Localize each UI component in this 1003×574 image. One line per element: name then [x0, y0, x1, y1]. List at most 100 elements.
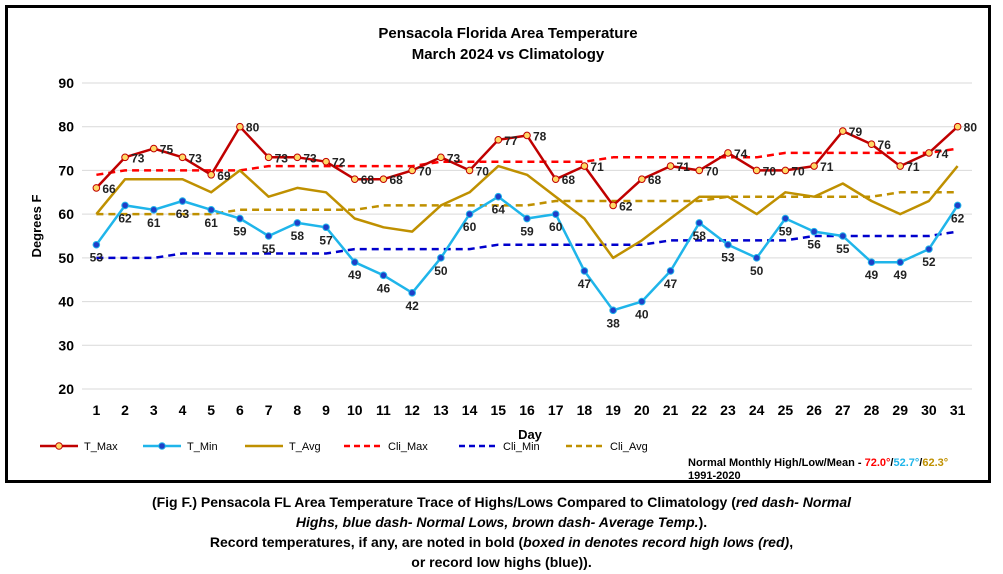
data-point-t-min — [149, 205, 158, 214]
data-label-tmin: 55 — [262, 242, 276, 256]
data-label-tmin: 53 — [90, 251, 104, 265]
x-tick-label: 3 — [150, 402, 158, 418]
data-point-t-min — [638, 297, 646, 306]
data-label-tmax: 73 — [447, 151, 461, 165]
data-point-t-max — [465, 166, 474, 175]
data-point-t-max — [839, 127, 847, 135]
data-label-tmin: 52 — [922, 255, 936, 269]
data-label-tmax: 71 — [590, 160, 604, 174]
data-label-tmax: 69 — [217, 169, 231, 183]
caption-italic: boxed in denotes record high lows (red) — [523, 534, 790, 550]
data-label-tmin: 64 — [492, 203, 506, 217]
x-tick-label: 7 — [265, 402, 273, 418]
legend-label-t-avg: T_Avg — [289, 441, 321, 453]
x-tick-label: 11 — [376, 402, 391, 418]
data-point-t-max — [867, 140, 876, 148]
x-tick-label: 14 — [462, 402, 478, 418]
series-markers — [92, 122, 962, 315]
data-point-t-min — [810, 227, 818, 236]
x-tick-label: 29 — [892, 402, 908, 418]
data-point-t-min — [523, 214, 531, 223]
data-point-t-max — [379, 175, 388, 183]
x-tick-label: 4 — [179, 402, 187, 418]
y-tick-label: 50 — [58, 250, 74, 266]
data-point-t-min — [839, 232, 847, 240]
data-point-t-max — [953, 122, 962, 131]
series-line-cli-avg — [96, 191, 958, 216]
y-axis-ticks: 20 30 40 50 60 70 80 90 — [58, 75, 74, 397]
x-tick-label: 24 — [749, 402, 765, 418]
data-label-tmin: 49 — [865, 268, 879, 282]
data-label-tmin: 61 — [205, 216, 219, 230]
data-label-tmin: 59 — [520, 225, 534, 239]
normals-sep-2: / — [919, 457, 922, 469]
data-point-t-max — [121, 153, 129, 162]
x-tick-label: 1 — [92, 402, 100, 418]
data-point-t-min — [752, 254, 761, 262]
x-tick-label: 30 — [921, 402, 937, 418]
data-point-t-max — [925, 149, 933, 157]
data-label-tmin: 49 — [348, 268, 362, 282]
data-label-tmin: 57 — [319, 233, 333, 247]
data-label-tmin: 59 — [233, 225, 247, 239]
data-label-tmax: 73 — [275, 151, 289, 165]
data-label-tmin: 49 — [894, 268, 908, 282]
data-point-t-max — [207, 171, 215, 179]
caption-text: Record temperatures, if any, are noted i… — [209, 534, 524, 550]
data-label-tmin: 60 — [549, 220, 563, 234]
x-tick-label: 17 — [548, 402, 564, 418]
data-label-tmin: 38 — [606, 316, 620, 330]
x-tick-label: 16 — [519, 402, 535, 418]
data-label-tmax: 73 — [303, 151, 317, 165]
x-tick-label: 25 — [778, 402, 794, 418]
normals-prefix: Normal Monthly High/Low/Mean - — [688, 457, 865, 469]
data-point-t-min — [724, 240, 732, 249]
caption-text: ). — [698, 514, 708, 530]
data-label-tmax: 71 — [677, 160, 691, 174]
y-tick-label: 80 — [58, 119, 74, 135]
caption-text: or record low highs (blue)). — [411, 554, 592, 570]
data-point-t-max — [264, 153, 273, 162]
normal-low: 52.7° — [893, 457, 919, 469]
legend-label-cli-avg: Cli_Avg — [610, 441, 648, 453]
data-label-tmin: 58 — [693, 229, 707, 243]
data-point-t-max — [810, 162, 818, 170]
data-point-t-min — [207, 205, 215, 214]
data-label-tmax: 74 — [734, 147, 748, 161]
y-tick-label: 30 — [58, 337, 74, 353]
chart-subtitle: March 2024 vs Climatology — [412, 46, 605, 63]
data-label-tmin: 56 — [807, 238, 821, 252]
data-point-t-min — [236, 214, 244, 223]
data-label-tmin: 53 — [721, 251, 735, 265]
data-label-tmax: 73 — [131, 151, 145, 165]
x-tick-label: 23 — [720, 402, 736, 418]
x-tick-label: 27 — [835, 402, 851, 418]
chart-title: Pensacola Florida Area Temperature — [378, 25, 637, 42]
data-label-tmax: 68 — [361, 173, 375, 187]
data-point-t-max — [437, 153, 445, 162]
x-axis-title: Day — [518, 427, 543, 442]
data-point-t-max — [666, 162, 675, 170]
data-label-tmax: 70 — [418, 164, 432, 178]
data-point-t-min — [408, 289, 416, 297]
data-label-tmax: 68 — [389, 173, 403, 187]
data-point-t-min — [609, 306, 617, 315]
x-tick-label: 19 — [605, 402, 621, 418]
data-point-t-max — [523, 131, 531, 140]
y-tick-label: 40 — [58, 294, 74, 310]
data-point-t-max — [695, 166, 704, 175]
caption-italic: red dash- Normal — [735, 494, 852, 510]
data-point-t-min — [121, 201, 129, 210]
figure-caption: (Fig F.) Pensacola FL Area Temperature T… — [0, 492, 1003, 572]
x-tick-label: 13 — [433, 402, 449, 418]
data-point-t-max — [724, 149, 732, 157]
caption-line-2: Highs, blue dash- Normal Lows, brown das… — [0, 512, 1003, 532]
data-label-tmax: 76 — [878, 138, 892, 152]
data-point-t-min — [925, 245, 933, 253]
legend: T_Max T_Min T_Avg Cli_Max Cli_Min Cli_Avg — [40, 441, 648, 453]
y-tick-label: 20 — [58, 381, 74, 397]
data-point-t-max — [752, 166, 761, 175]
data-label-tmax: 70 — [763, 164, 777, 178]
data-point-t-min — [781, 214, 790, 223]
caption-text: (Fig F.) Pensacola FL Area Temperature T… — [151, 494, 736, 510]
